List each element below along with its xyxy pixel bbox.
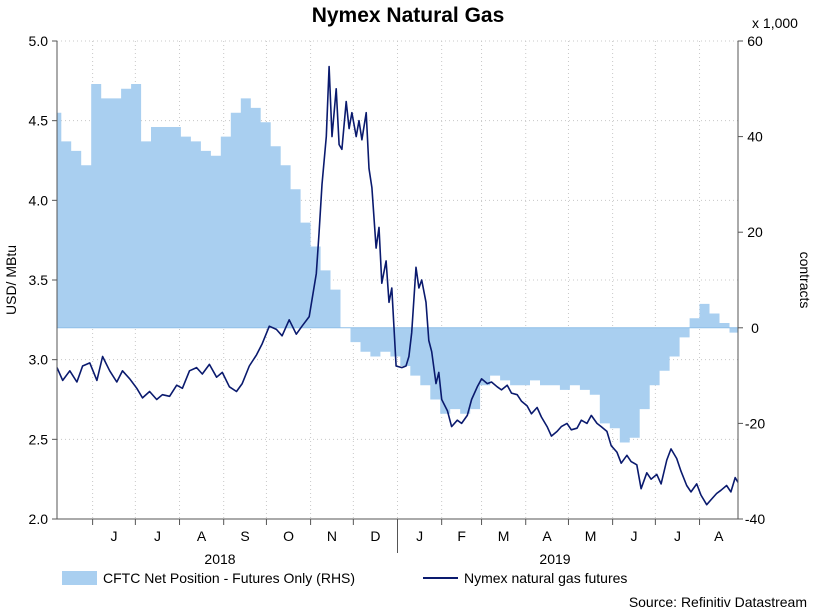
legend-swatch-area (62, 571, 97, 585)
month-label: A (197, 528, 207, 544)
left-tick-label: 2.0 (29, 511, 49, 527)
chart-title: Nymex Natural Gas (312, 4, 505, 27)
month-label: N (327, 528, 337, 544)
source-note: Source: Refinitiv Datastream (629, 594, 807, 610)
right-tick-label: 40 (747, 129, 763, 145)
month-label: J (154, 528, 161, 544)
year-label-2018: 2018 (204, 551, 235, 567)
left-tick-label: 4.0 (29, 192, 49, 208)
right-axis-multiplier: x 1,000 (752, 15, 798, 31)
left-tick-label: 3.5 (29, 272, 49, 288)
gas-price-polyline (56, 65, 739, 506)
month-label: D (370, 528, 380, 544)
legend-label-line: Nymex natural gas futures (464, 570, 627, 586)
month-label: J (674, 528, 681, 544)
legend-label-area: CFTC Net Position - Futures Only (RHS) (103, 570, 355, 586)
right-tick-label: 0 (751, 320, 759, 336)
legend: CFTC Net Position - Futures Only (RHS) N… (62, 570, 627, 586)
right-tick-label: 60 (747, 33, 763, 49)
right-tick-label: 20 (747, 224, 763, 240)
right-axis-ticks: -40 -20 0 20 40 60 (738, 33, 765, 527)
net-position-area-path (57, 84, 738, 443)
month-label: J (110, 528, 117, 544)
left-tick-label: 5.0 (29, 33, 49, 49)
right-tick-label: -20 (745, 415, 765, 431)
left-tick-label: 2.5 (29, 431, 49, 447)
left-axis-ticks: 2.0 2.5 3.0 3.5 4.0 4.5 5.0 (29, 33, 57, 527)
net-position-area (57, 84, 738, 443)
right-tick-label: -40 (745, 511, 765, 527)
month-label: O (283, 528, 294, 544)
gas-price-line (56, 65, 739, 506)
month-label: J (630, 528, 637, 544)
left-tick-label: 4.5 (29, 113, 49, 129)
month-label: F (457, 528, 466, 544)
month-label: J (416, 528, 423, 544)
month-label: A (714, 528, 724, 544)
month-label: S (240, 528, 249, 544)
month-label: M (498, 528, 510, 544)
left-tick-label: 3.0 (29, 352, 49, 368)
left-axis-label: USD/ MBtu (3, 245, 19, 315)
month-label: A (542, 528, 552, 544)
month-label: M (585, 528, 597, 544)
year-label-2019: 2019 (539, 551, 570, 567)
right-axis-label: contracts (797, 252, 813, 309)
